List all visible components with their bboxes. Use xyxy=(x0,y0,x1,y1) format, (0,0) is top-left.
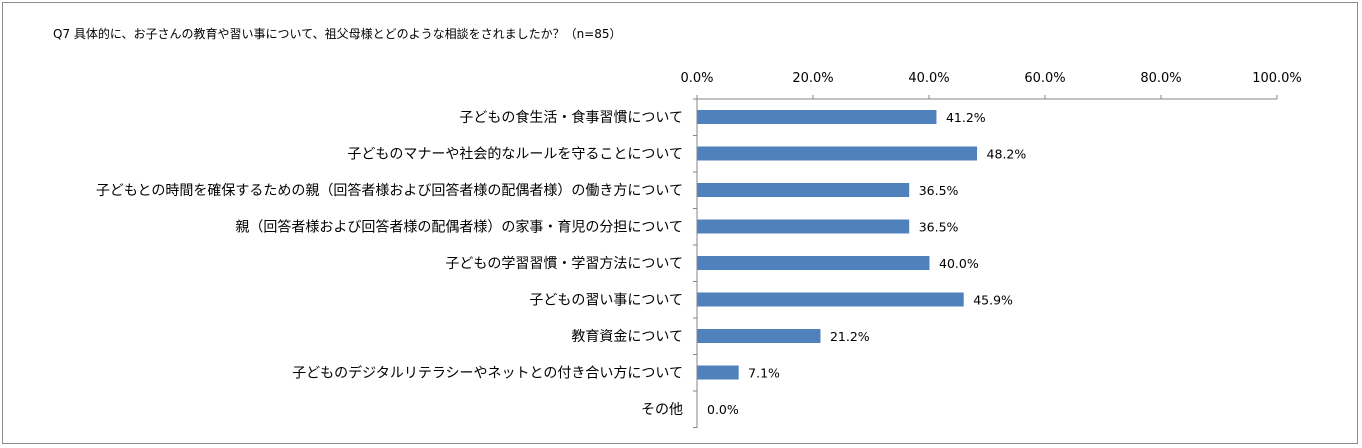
bar xyxy=(697,292,964,307)
bar xyxy=(697,110,937,124)
category-label: 子どものマナーや社会的なルールを守ることについて xyxy=(347,147,683,163)
category-label: 子どもの食生活・食事習慣について xyxy=(459,109,683,126)
category-label: その他 xyxy=(641,402,683,418)
value-axis-tick-label: 60.0% xyxy=(1024,71,1065,86)
value-axis-tick-label: 40.0% xyxy=(908,71,949,86)
data-label: 0.0% xyxy=(707,402,739,417)
value-axis-tick-label: 0.0% xyxy=(680,71,713,86)
category-label: 教育資金について xyxy=(571,329,683,345)
value-axis-tick-label: 80.0% xyxy=(1140,71,1181,86)
bar xyxy=(697,329,821,343)
bar xyxy=(697,183,910,197)
data-label: 21.2% xyxy=(830,329,870,344)
data-label: 45.9% xyxy=(973,293,1013,308)
category-label: 子どものデジタルリテラシーやネットとの付き合い方について xyxy=(292,365,683,382)
data-label: 48.2% xyxy=(987,147,1027,162)
data-label: 36.5% xyxy=(919,220,959,235)
value-axis-tick-label: 100.0% xyxy=(1252,71,1302,86)
category-label: 子どもの学習習慣・学習方法について xyxy=(445,255,683,272)
bar xyxy=(697,146,978,161)
value-axis-tick-label: 20.0% xyxy=(792,71,833,86)
data-label: 7.1% xyxy=(748,366,780,381)
bar xyxy=(697,256,930,270)
chart-title: Q7 具体的に、お子さんの教育や習い事について、祖父母様とどのような相談をされま… xyxy=(53,27,622,41)
bar xyxy=(697,365,739,380)
category-label: 子どもとの時間を確保するための親（回答者様および回答者様の配偶者様）の働き方につ… xyxy=(96,182,683,199)
category-label: 親（回答者様および回答者様の配偶者様）の家事・育児の分担について xyxy=(235,219,683,236)
data-label: 36.5% xyxy=(919,183,959,198)
data-label: 40.0% xyxy=(939,256,979,271)
data-label: 41.2% xyxy=(946,110,986,125)
bar xyxy=(697,219,910,234)
category-label: 子どもの習い事について xyxy=(529,293,683,309)
